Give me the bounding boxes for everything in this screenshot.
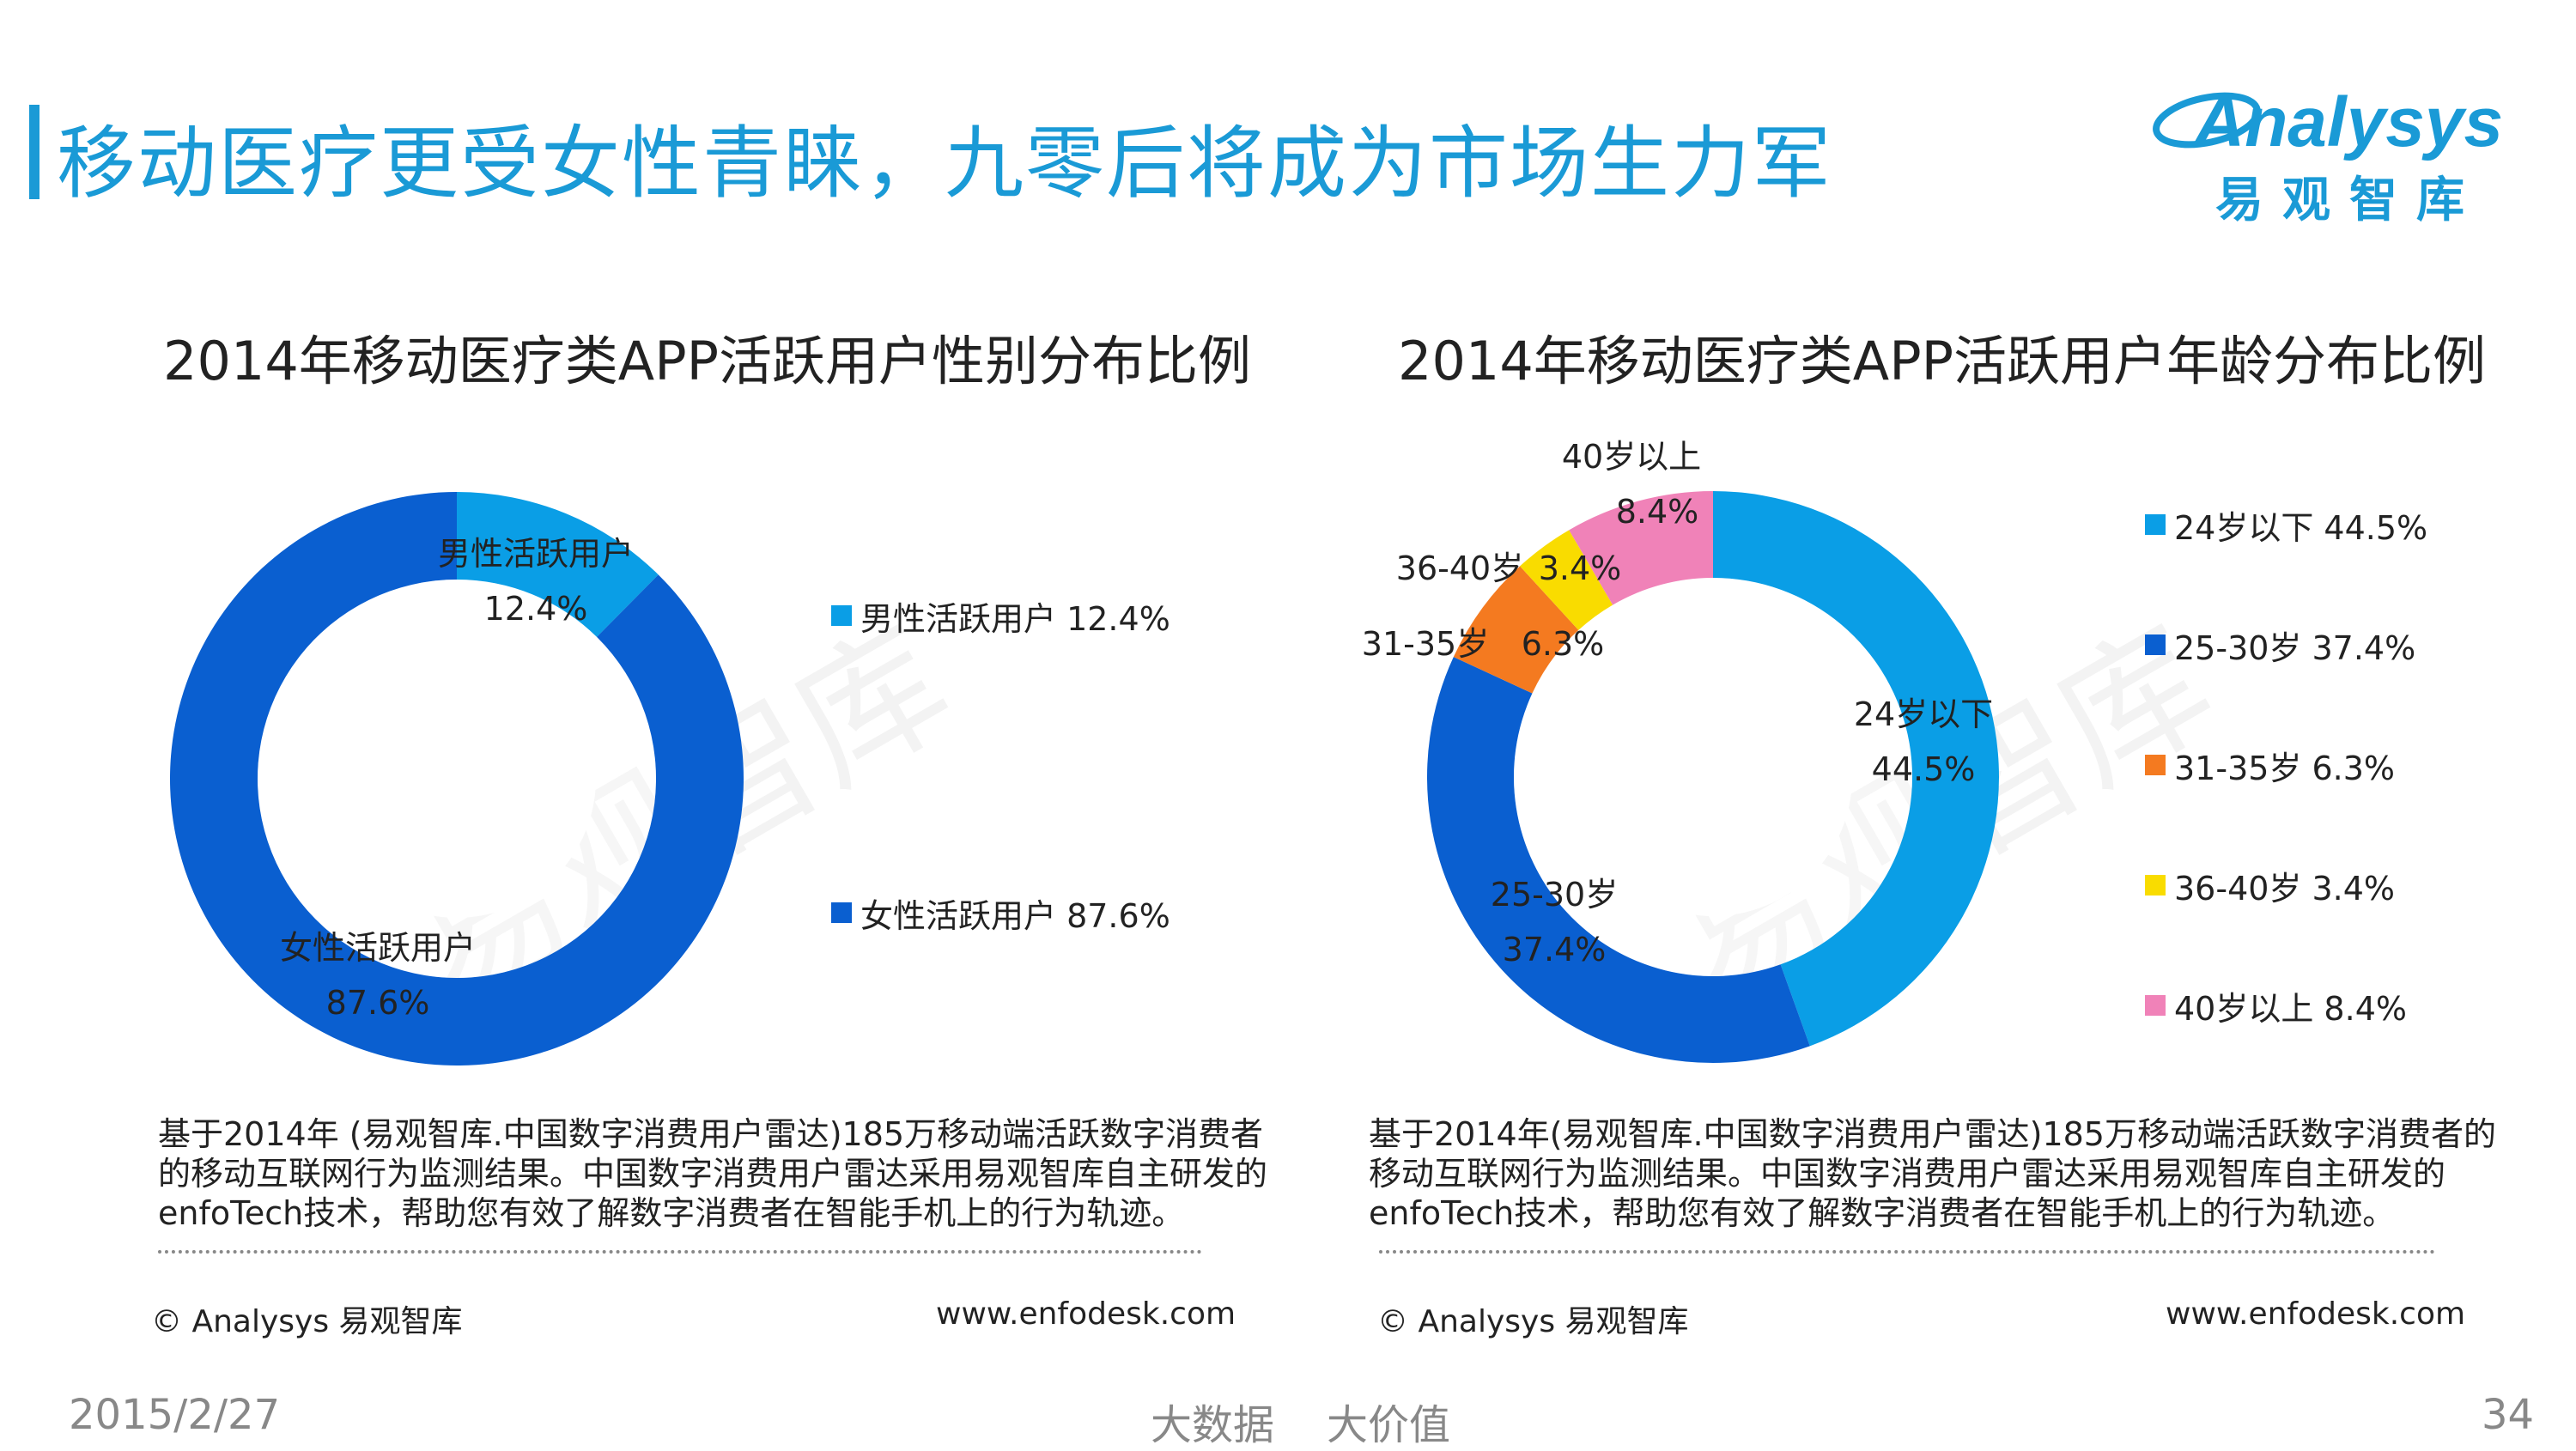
gender-legend: 男性活跃用户 12.4% 女性活跃用户 87.6% bbox=[831, 594, 1170, 935]
legend-label-25-30: 25-30岁 37.4% bbox=[2174, 628, 2416, 667]
divider-left bbox=[158, 1250, 1202, 1254]
gender-donut-chart: 男性活跃用户 12.4% 女性活跃用户 87.6% bbox=[170, 492, 744, 1065]
legend-item-female: 女性活跃用户 87.6% bbox=[831, 891, 1170, 935]
slice-36-40 bbox=[1520, 530, 1613, 630]
slice-label-value-40-above: 8.4% bbox=[1616, 493, 1699, 531]
slice-label-value-31-35: 6.3% bbox=[1522, 625, 1605, 663]
slice-label-value-25-30: 37.4% bbox=[1503, 931, 1607, 968]
url-left[interactable]: www.enfodesk.com bbox=[936, 1296, 1236, 1332]
divider-right bbox=[1379, 1250, 2435, 1254]
slice-31-35 bbox=[1453, 566, 1579, 694]
slice-label-name-female: 女性活跃用户 bbox=[280, 929, 476, 967]
analysys-logo: Analysys 易观智库 bbox=[2147, 69, 2533, 232]
legend-item-40-above: 40岁以上 8.4% bbox=[2145, 984, 2427, 1028]
donut-hole bbox=[1574, 638, 1852, 916]
source-note-left: 基于2014年 (易观智库.中国数字消费用户雷达)185万移动端活跃数字消费者的… bbox=[158, 1115, 1268, 1232]
slice-label-value-24-below: 44.5% bbox=[1872, 750, 1976, 788]
slice-24-below bbox=[1713, 491, 1999, 1047]
inner-ring bbox=[258, 580, 656, 978]
legend-label-male: 男性活跃用户 12.4% bbox=[860, 599, 1170, 638]
logo-wordmark: Analysys bbox=[2192, 83, 2503, 161]
legend-item-25-30: 25-30岁 37.4% bbox=[2145, 623, 2427, 667]
legend-item-36-40: 36-40岁 3.4% bbox=[2145, 864, 2427, 908]
slice-label-name-25-30: 25-30岁 bbox=[1491, 876, 1618, 914]
legend-label-40-above: 40岁以上 8.4% bbox=[2174, 989, 2407, 1028]
slide-page-number: 34 bbox=[2482, 1391, 2535, 1439]
source-note-right: 基于2014年(易观智库.中国数字消费用户雷达)185万移动端活跃数字消费者的移… bbox=[1369, 1115, 2496, 1232]
slice-label-name-male: 男性活跃用户 bbox=[438, 535, 634, 573]
legend-swatch-40-above bbox=[2145, 995, 2166, 1016]
slice-40-above bbox=[1569, 491, 1713, 605]
copyright-left: © Analysys 易观智库 bbox=[151, 1304, 463, 1339]
legend-swatch-31-35 bbox=[2145, 755, 2166, 775]
legend-item-24-below: 24岁以下 44.5% bbox=[2145, 503, 2428, 547]
age-donut-chart: 24岁以下 44.5% 25-30岁 37.4% 31-35岁 6.3% 36-40岁 3.4… bbox=[1362, 438, 1999, 1063]
slice-label-value-female: 87.6% bbox=[326, 984, 430, 1022]
legend-item-male: 男性活跃用户 12.4% bbox=[831, 594, 1170, 638]
legend-swatch-female bbox=[831, 902, 852, 923]
slice-female bbox=[170, 492, 744, 1065]
slide-date: 2015/2/27 bbox=[69, 1391, 281, 1439]
slice-25-30 bbox=[1427, 657, 1810, 1063]
slice-label-value-36-40: 3.4% bbox=[1539, 549, 1622, 587]
legend-swatch-male bbox=[831, 605, 852, 626]
url-right[interactable]: www.enfodesk.com bbox=[2166, 1296, 2466, 1332]
chart-title-gender: 2014年移动医疗类APP活跃用户性别分布比例 bbox=[163, 330, 1251, 392]
inner-ring bbox=[1514, 578, 1912, 976]
donut-hole bbox=[318, 640, 596, 918]
slide-slogan: 大数据 大价值 bbox=[1151, 1401, 1451, 1449]
slice-label-name-24-below: 24岁以下 bbox=[1854, 695, 1993, 733]
legend-label-24-below: 24岁以下 44.5% bbox=[2174, 508, 2428, 547]
age-legend: 24岁以下 44.5% 25-30岁 37.4% 31-35岁 6.3% 36-… bbox=[2145, 503, 2428, 1028]
legend-swatch-25-30 bbox=[2145, 634, 2166, 655]
legend-swatch-36-40 bbox=[2145, 875, 2166, 895]
logo-graphic: Analysys 易观智库 bbox=[2153, 83, 2503, 228]
legend-label-36-40: 36-40岁 3.4% bbox=[2174, 869, 2396, 908]
slice-label-name-36-40: 36-40岁 bbox=[1396, 549, 1523, 587]
legend-swatch-24-below bbox=[2145, 514, 2166, 535]
title-accent-bar bbox=[29, 105, 39, 199]
chart-title-age: 2014年移动医疗类APP活跃用户年龄分布比例 bbox=[1398, 330, 2486, 392]
legend-label-31-35: 31-35岁 6.3% bbox=[2174, 749, 2396, 787]
slice-label-name-40-above: 40岁以上 bbox=[1562, 438, 1701, 476]
logo-subtitle: 易观智库 bbox=[2215, 173, 2483, 228]
slice-male bbox=[457, 492, 659, 637]
slice-label-value-male: 12.4% bbox=[484, 590, 588, 628]
copyright-right: © Analysys 易观智库 bbox=[1377, 1304, 1689, 1339]
legend-item-31-35: 31-35岁 6.3% bbox=[2145, 744, 2427, 787]
legend-label-female: 女性活跃用户 87.6% bbox=[860, 896, 1170, 935]
slice-label-name-31-35: 31-35岁 bbox=[1362, 625, 1489, 663]
page-title: 移动医疗更受女性青睐，九零后将成为市场生力军 bbox=[57, 118, 1833, 209]
